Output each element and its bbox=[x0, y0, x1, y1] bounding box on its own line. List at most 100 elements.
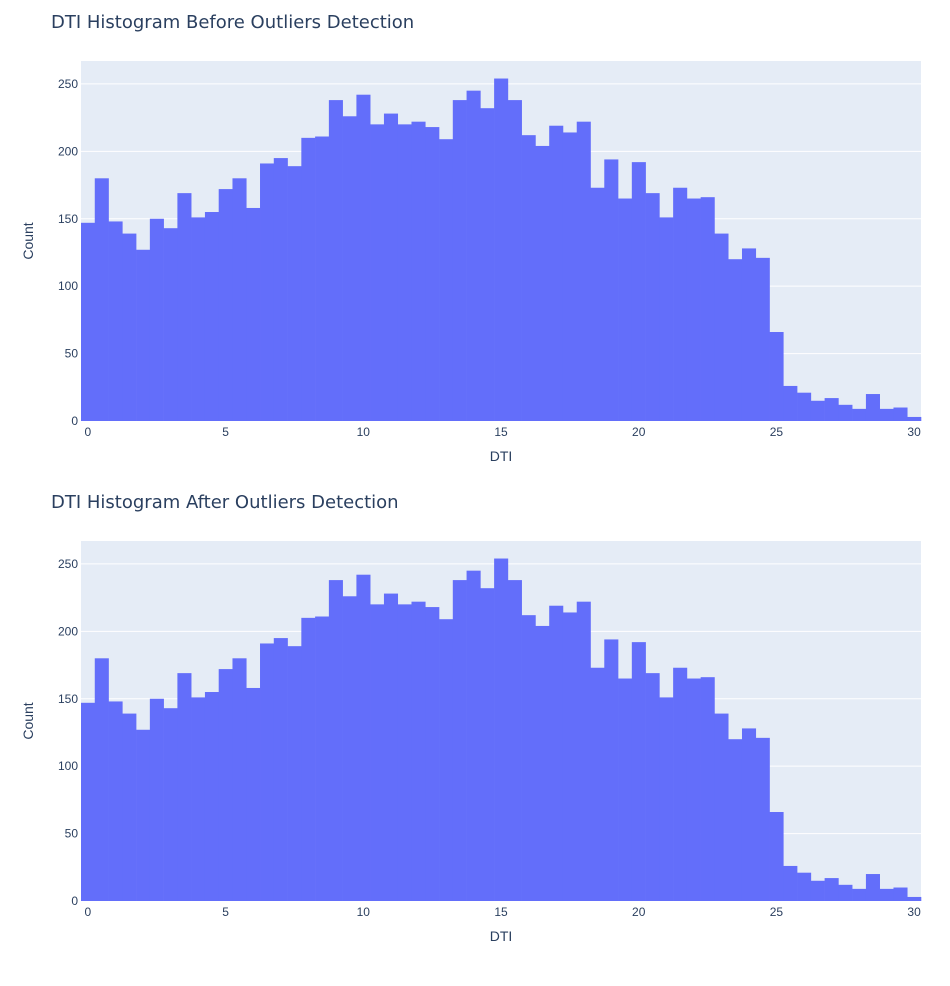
y-tick-label: 0 bbox=[71, 894, 78, 908]
histogram-bar bbox=[645, 673, 660, 901]
histogram-bar bbox=[590, 667, 605, 901]
histogram-after-outliers: DTI Histogram After Outliers Detection 0… bbox=[0, 480, 950, 960]
y-tick-label: 150 bbox=[58, 212, 78, 226]
histogram-bar bbox=[741, 728, 757, 901]
histogram-bar bbox=[852, 408, 867, 421]
x-tick-label: 0 bbox=[85, 905, 92, 919]
histogram-bar bbox=[893, 887, 908, 901]
histogram-bar bbox=[439, 619, 454, 901]
histogram-bar bbox=[370, 604, 385, 901]
histogram-bar bbox=[645, 193, 660, 421]
histogram-bar bbox=[439, 139, 454, 421]
histogram-bar bbox=[741, 248, 757, 421]
histogram-bar bbox=[507, 580, 522, 901]
histogram-bar bbox=[425, 127, 440, 421]
histogram-bar bbox=[94, 658, 109, 901]
histogram-bar bbox=[149, 698, 164, 901]
histogram-bar bbox=[383, 593, 399, 901]
histogram-bar bbox=[700, 197, 715, 421]
histogram-bar bbox=[714, 713, 729, 901]
histogram-bar bbox=[879, 408, 894, 421]
histogram-bar bbox=[356, 574, 371, 901]
histogram-bar bbox=[838, 404, 853, 421]
histogram-bar bbox=[852, 888, 867, 901]
histogram-bar bbox=[714, 233, 729, 421]
histogram-bar bbox=[865, 874, 880, 901]
x-tick-label: 5 bbox=[222, 905, 229, 919]
histogram-bar bbox=[411, 121, 426, 421]
histogram-bar bbox=[562, 132, 578, 421]
y-tick-label: 200 bbox=[58, 624, 78, 638]
histogram-bar bbox=[535, 625, 550, 901]
y-tick-label: 250 bbox=[58, 557, 78, 571]
histogram-bar bbox=[191, 217, 206, 421]
x-tick-label: 20 bbox=[632, 905, 646, 919]
x-tick-label: 20 bbox=[632, 425, 646, 439]
histogram-bar bbox=[122, 713, 137, 901]
x-tick-label: 10 bbox=[357, 905, 371, 919]
histogram-bar bbox=[342, 116, 357, 422]
histogram-bar bbox=[411, 601, 426, 901]
histogram-bar bbox=[659, 217, 674, 421]
histogram-bar bbox=[342, 596, 357, 901]
histogram-bar bbox=[879, 888, 894, 901]
y-tick-label: 150 bbox=[58, 692, 78, 706]
histogram-bar bbox=[425, 607, 440, 901]
histogram-before-outliers: DTI Histogram Before Outliers Detection … bbox=[0, 0, 950, 480]
histogram-bar bbox=[108, 701, 123, 901]
histogram-bar bbox=[562, 612, 578, 901]
x-tick-label: 25 bbox=[770, 905, 784, 919]
histogram-bar bbox=[191, 697, 206, 901]
x-axis-title: DTI bbox=[490, 448, 513, 464]
histogram-bar bbox=[370, 124, 385, 421]
histogram-bar bbox=[260, 163, 275, 421]
x-tick-label: 30 bbox=[907, 905, 921, 919]
histogram-plot-before: 0 50 100 150 200 250 0 5 10 15 20 25 30 DTI Count bbox=[20, 61, 922, 464]
histogram-bar bbox=[549, 125, 564, 421]
histogram-bar bbox=[480, 588, 495, 901]
histogram-bar bbox=[604, 159, 619, 421]
histogram-bar bbox=[287, 646, 302, 901]
y-tick-label: 50 bbox=[65, 347, 79, 361]
histogram-bar bbox=[232, 178, 247, 421]
histogram-bar bbox=[494, 78, 509, 422]
histogram-bar bbox=[301, 137, 316, 421]
histogram-bar bbox=[328, 100, 343, 421]
histogram-bar bbox=[246, 207, 261, 421]
histogram-bar bbox=[81, 702, 96, 901]
histogram-bar bbox=[797, 872, 812, 901]
y-tick-label: 0 bbox=[71, 414, 78, 428]
histogram-bar bbox=[328, 580, 343, 901]
histogram-bar bbox=[755, 257, 770, 421]
histogram-bar bbox=[136, 729, 151, 901]
y-tick-label: 50 bbox=[65, 827, 79, 841]
histogram-bar bbox=[177, 673, 192, 901]
histogram-bar bbox=[260, 643, 275, 901]
histogram-bar bbox=[576, 601, 591, 901]
histogram-bar bbox=[163, 708, 178, 901]
histogram-bar bbox=[494, 558, 509, 901]
histogram-bar bbox=[287, 166, 302, 421]
histogram-bar bbox=[604, 639, 619, 901]
histogram-bar bbox=[673, 187, 688, 421]
histogram-bar bbox=[397, 124, 412, 421]
histogram-bar bbox=[94, 178, 109, 421]
histogram-bar bbox=[108, 221, 123, 421]
histogram-bar bbox=[315, 136, 330, 421]
histogram-bar bbox=[590, 187, 605, 421]
histogram-bar bbox=[810, 400, 825, 421]
histogram-bar bbox=[163, 228, 178, 421]
histogram-bar bbox=[783, 385, 798, 421]
x-tick-label: 0 bbox=[85, 425, 92, 439]
x-tick-label: 15 bbox=[494, 905, 508, 919]
histogram-bar bbox=[783, 865, 798, 901]
y-tick-label: 100 bbox=[58, 759, 78, 773]
histogram-bar bbox=[797, 392, 812, 421]
y-tick-label: 100 bbox=[58, 279, 78, 293]
histogram-bar bbox=[769, 332, 784, 421]
histogram-bar bbox=[824, 398, 839, 421]
histogram-bar bbox=[893, 407, 908, 421]
histogram-bar bbox=[356, 94, 371, 422]
histogram-bar bbox=[631, 162, 646, 421]
histogram-bar bbox=[149, 218, 164, 421]
